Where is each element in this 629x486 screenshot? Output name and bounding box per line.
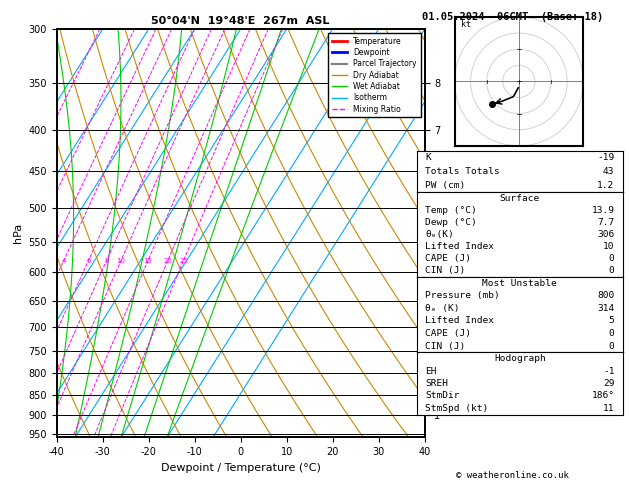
Y-axis label: hPa: hPa <box>13 223 23 243</box>
Text: CIN (J): CIN (J) <box>425 342 465 350</box>
Text: SREH: SREH <box>425 379 448 388</box>
Text: CIN (J): CIN (J) <box>425 266 465 276</box>
Text: 186°: 186° <box>591 391 615 400</box>
Text: 800: 800 <box>597 291 615 300</box>
Text: Hodograph: Hodograph <box>494 354 546 363</box>
Text: CAPE (J): CAPE (J) <box>425 254 471 263</box>
Text: 29: 29 <box>603 379 615 388</box>
Text: Lifted Index: Lifted Index <box>425 316 494 326</box>
Text: Totals Totals: Totals Totals <box>425 167 500 176</box>
Text: 25: 25 <box>179 258 188 263</box>
Text: StmDir: StmDir <box>425 391 460 400</box>
Text: Mixing Ratio (g/kg): Mixing Ratio (g/kg) <box>482 191 492 276</box>
Text: 01.05.2024  06GMT  (Base: 18): 01.05.2024 06GMT (Base: 18) <box>422 12 603 22</box>
Text: 0: 0 <box>609 266 615 276</box>
Text: 43: 43 <box>603 167 615 176</box>
Text: 314: 314 <box>597 304 615 313</box>
Text: Pressure (mb): Pressure (mb) <box>425 291 500 300</box>
Text: 306: 306 <box>597 230 615 239</box>
Text: kt: kt <box>461 19 471 29</box>
Text: Lifted Index: Lifted Index <box>425 242 494 251</box>
Text: -19: -19 <box>597 153 615 162</box>
Text: 0: 0 <box>609 329 615 338</box>
Text: 8: 8 <box>104 258 109 263</box>
Text: © weatheronline.co.uk: © weatheronline.co.uk <box>456 471 569 480</box>
Text: Surface: Surface <box>500 193 540 203</box>
Text: StmSpd (kt): StmSpd (kt) <box>425 404 489 413</box>
Text: Dewp (°C): Dewp (°C) <box>425 218 477 227</box>
Text: 1.2: 1.2 <box>597 181 615 190</box>
Text: K: K <box>425 153 431 162</box>
Text: EH: EH <box>425 366 437 376</box>
Text: θₑ(K): θₑ(K) <box>425 230 454 239</box>
Text: 15: 15 <box>143 258 152 263</box>
Text: 0: 0 <box>609 254 615 263</box>
Text: Most Unstable: Most Unstable <box>482 279 557 288</box>
Text: CAPE (J): CAPE (J) <box>425 329 471 338</box>
Text: 10: 10 <box>603 242 615 251</box>
Text: 10: 10 <box>116 258 125 263</box>
Text: 4: 4 <box>62 258 66 263</box>
Text: 5: 5 <box>609 316 615 326</box>
Legend: Temperature, Dewpoint, Parcel Trajectory, Dry Adiabat, Wet Adiabat, Isotherm, Mi: Temperature, Dewpoint, Parcel Trajectory… <box>328 33 421 117</box>
Y-axis label: km
ASL: km ASL <box>443 224 465 243</box>
X-axis label: Dewpoint / Temperature (°C): Dewpoint / Temperature (°C) <box>160 463 321 473</box>
Text: 11: 11 <box>603 404 615 413</box>
Text: 20: 20 <box>164 258 172 263</box>
Text: 13.9: 13.9 <box>591 206 615 215</box>
Text: -1: -1 <box>603 366 615 376</box>
Text: LCL: LCL <box>428 407 443 417</box>
Text: 6: 6 <box>86 258 91 263</box>
Text: 7.7: 7.7 <box>597 218 615 227</box>
Title: 50°04'N  19°48'E  267m  ASL: 50°04'N 19°48'E 267m ASL <box>152 16 330 26</box>
Text: 0: 0 <box>609 342 615 350</box>
Text: θₑ (K): θₑ (K) <box>425 304 460 313</box>
Text: PW (cm): PW (cm) <box>425 181 465 190</box>
Text: Temp (°C): Temp (°C) <box>425 206 477 215</box>
